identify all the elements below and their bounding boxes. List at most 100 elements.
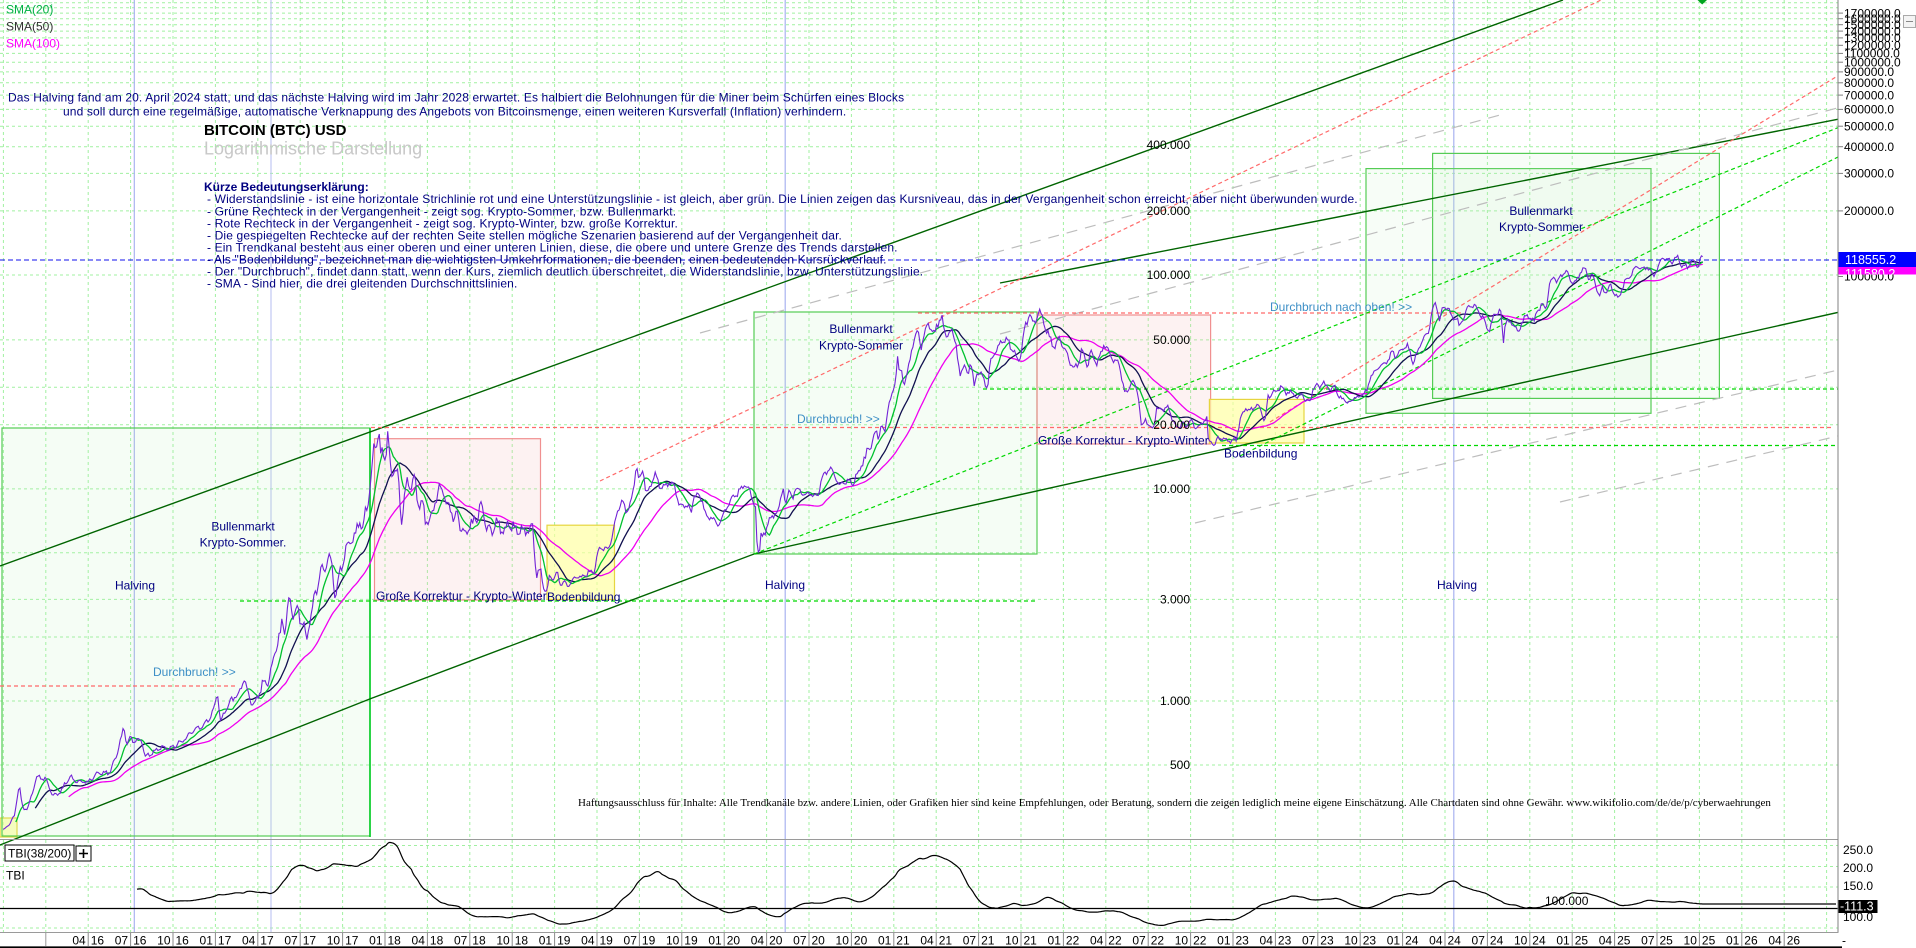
svg-text:Durchbruch! >>: Durchbruch! >>: [153, 665, 236, 679]
svg-text:500: 500: [1170, 758, 1190, 772]
svg-text:18: 18: [472, 934, 486, 948]
svg-text:1100000.0: 1100000.0: [1844, 47, 1900, 61]
svg-text:24: 24: [1448, 934, 1462, 948]
svg-text:25: 25: [1575, 934, 1589, 948]
svg-text:19: 19: [600, 934, 614, 948]
svg-text:20: 20: [812, 934, 826, 948]
svg-text:10: 10: [666, 934, 680, 948]
svg-text:20: 20: [727, 934, 741, 948]
svg-text:21: 21: [981, 934, 995, 948]
svg-text:18: 18: [515, 934, 529, 948]
svg-text:600000.0: 600000.0: [1844, 103, 1894, 117]
svg-text:16: 16: [176, 934, 190, 948]
svg-text:01: 01: [878, 934, 892, 948]
svg-text:04: 04: [1768, 934, 1782, 948]
svg-text:Bodenbildung: Bodenbildung: [1224, 447, 1297, 461]
svg-text:10: 10: [1514, 934, 1528, 948]
svg-text:Bullenmarkt: Bullenmarkt: [1509, 204, 1573, 218]
svg-text:1700000.0: 1700000.0: [1844, 6, 1901, 20]
svg-text:01: 01: [369, 934, 383, 948]
svg-text:10: 10: [157, 934, 171, 948]
svg-text:01: 01: [200, 934, 214, 948]
svg-text:07: 07: [1641, 934, 1655, 948]
svg-text:- Die gespiegelten Rechtecke a: - Die gespiegelten Rechtecke auf der rec…: [207, 228, 842, 242]
svg-text:23: 23: [1278, 934, 1292, 948]
svg-text:04: 04: [72, 934, 86, 948]
svg-text:Große Korrektur - Krypto-Winte: Große Korrektur - Krypto-Winter: [1038, 434, 1209, 448]
svg-text:10: 10: [496, 934, 510, 948]
svg-text:04: 04: [1090, 934, 1104, 948]
svg-text:07: 07: [963, 934, 977, 948]
svg-text:23: 23: [1320, 934, 1334, 948]
svg-text:01: 01: [539, 934, 553, 948]
svg-text:300000.0: 300000.0: [1844, 167, 1894, 181]
svg-text:04: 04: [242, 934, 256, 948]
svg-text:17: 17: [260, 934, 274, 948]
svg-text:-: -: [1842, 934, 1846, 948]
svg-text:17: 17: [345, 934, 359, 948]
svg-text:22: 22: [1193, 934, 1207, 948]
svg-text:25: 25: [1702, 934, 1716, 948]
svg-text:22: 22: [1108, 934, 1122, 948]
svg-text:SMA(100): SMA(100): [6, 37, 60, 51]
svg-text:1000000.0: 1000000.0: [1844, 55, 1901, 69]
svg-text:900000.0: 900000.0: [1844, 65, 1894, 79]
svg-text:Krypto-Sommer.: Krypto-Sommer.: [200, 536, 287, 550]
svg-text:22: 22: [1151, 934, 1165, 948]
svg-text:01: 01: [1048, 934, 1062, 948]
svg-text:50.000: 50.000: [1153, 333, 1190, 347]
svg-text:- Widerstandslinie - ist eine: - Widerstandslinie - ist eine horizontal…: [207, 192, 1358, 206]
svg-text:100.000: 100.000: [1545, 894, 1589, 908]
svg-text:Halving: Halving: [1437, 578, 1477, 592]
svg-text:- Rote Rechteck in der Vergang: - Rote Rechteck in der Vergangenheit - z…: [207, 216, 678, 230]
svg-text:16: 16: [133, 934, 147, 948]
svg-text:SMA(50): SMA(50): [6, 20, 53, 34]
svg-text:25: 25: [1617, 934, 1631, 948]
svg-text:17: 17: [303, 934, 317, 948]
svg-text:07: 07: [1132, 934, 1146, 948]
svg-text:22: 22: [1066, 934, 1080, 948]
svg-text:800000.0: 800000.0: [1844, 76, 1894, 90]
svg-text:07: 07: [454, 934, 468, 948]
svg-text:118555.2: 118555.2: [1845, 253, 1896, 267]
svg-text:Haftungsausschluss für Inhalte: Haftungsausschluss für Inhalte: Alle Tre…: [578, 797, 1771, 809]
svg-text:04: 04: [581, 934, 595, 948]
svg-text:1600000.0: 1600000.0: [1844, 12, 1901, 26]
svg-text:Krypto-Sommer: Krypto-Sommer: [1499, 220, 1583, 234]
svg-text:04: 04: [751, 934, 765, 948]
svg-text:19: 19: [684, 934, 698, 948]
svg-text:17: 17: [218, 934, 232, 948]
svg-text:Bullenmarkt: Bullenmarkt: [829, 322, 893, 336]
svg-text:TBI(38/200): TBI(38/200): [8, 846, 71, 860]
svg-text:21: 21: [1024, 934, 1038, 948]
svg-text:20.000: 20.000: [1153, 418, 1190, 432]
svg-text:- SMA - Sind hier, die drei gl: - SMA - Sind hier, die drei gleitenden D…: [207, 277, 517, 291]
svg-text:-111.3: -111.3: [1840, 900, 1874, 914]
svg-text:01: 01: [1726, 934, 1740, 948]
svg-text:07: 07: [1302, 934, 1316, 948]
svg-text:19: 19: [642, 934, 656, 948]
svg-text:400000.0: 400000.0: [1844, 140, 1894, 154]
svg-text:500000.0: 500000.0: [1844, 119, 1894, 133]
svg-text:07: 07: [1472, 934, 1486, 948]
svg-text:26: 26: [1787, 934, 1801, 948]
svg-text:111580.2: 111580.2: [1845, 267, 1895, 281]
svg-text:21: 21: [896, 934, 910, 948]
svg-text:Bullenmarkt: Bullenmarkt: [211, 520, 275, 534]
svg-text:18: 18: [388, 934, 402, 948]
svg-text:10: 10: [1005, 934, 1019, 948]
svg-text:04: 04: [920, 934, 934, 948]
svg-text:Halving: Halving: [765, 578, 805, 592]
svg-text:21: 21: [939, 934, 953, 948]
svg-text:BITCOIN (BTC) USD: BITCOIN (BTC) USD: [204, 122, 347, 139]
svg-text:04: 04: [1429, 934, 1443, 948]
svg-text:24: 24: [1532, 934, 1546, 948]
svg-text:04: 04: [1599, 934, 1613, 948]
svg-text:25: 25: [1660, 934, 1674, 948]
svg-text:Kürze Bedeutungserklärung:: Kürze Bedeutungserklärung:: [204, 180, 369, 194]
svg-text:26: 26: [1744, 934, 1758, 948]
svg-text:01: 01: [1556, 934, 1570, 948]
svg-text:23: 23: [1363, 934, 1377, 948]
svg-text:700000.0: 700000.0: [1844, 88, 1894, 102]
svg-text:1500000.0: 1500000.0: [1844, 18, 1901, 32]
